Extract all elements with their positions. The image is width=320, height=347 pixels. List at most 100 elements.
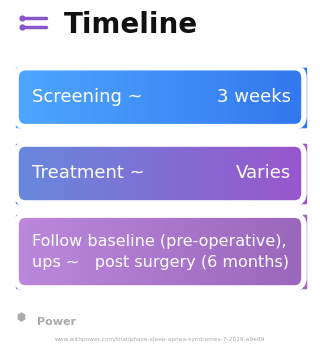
Bar: [194, 68, 196, 127]
Bar: [268, 68, 270, 127]
Bar: [197, 68, 199, 127]
Bar: [54, 68, 56, 127]
Bar: [184, 68, 186, 127]
Bar: [198, 144, 200, 203]
Bar: [99, 144, 100, 203]
Bar: [69, 215, 72, 288]
Bar: [162, 215, 164, 288]
Bar: [227, 144, 229, 203]
Bar: [171, 144, 173, 203]
Bar: [232, 68, 234, 127]
Bar: [281, 144, 283, 203]
Bar: [216, 144, 218, 203]
Bar: [193, 68, 195, 127]
Bar: [188, 144, 190, 203]
Bar: [22, 215, 24, 288]
Bar: [74, 68, 76, 127]
Bar: [260, 215, 263, 288]
Bar: [38, 215, 40, 288]
Bar: [93, 215, 95, 288]
Bar: [285, 215, 287, 288]
Bar: [219, 144, 221, 203]
Bar: [30, 215, 33, 288]
Bar: [175, 68, 177, 127]
Bar: [263, 215, 266, 288]
Bar: [197, 144, 199, 203]
Bar: [216, 68, 218, 127]
Bar: [229, 68, 231, 127]
Bar: [181, 68, 183, 127]
Bar: [136, 144, 138, 203]
Bar: [288, 215, 290, 288]
Bar: [229, 144, 231, 203]
Bar: [146, 144, 148, 203]
Bar: [169, 215, 172, 288]
Bar: [136, 68, 138, 127]
Bar: [94, 215, 96, 288]
Bar: [158, 68, 160, 127]
Bar: [152, 68, 154, 127]
Bar: [96, 215, 98, 288]
Bar: [135, 215, 137, 288]
Bar: [72, 144, 75, 203]
Bar: [48, 144, 50, 203]
Bar: [212, 215, 213, 288]
Bar: [42, 215, 44, 288]
Bar: [77, 215, 79, 288]
Text: Power: Power: [37, 317, 76, 327]
Bar: [120, 215, 122, 288]
Bar: [246, 215, 248, 288]
Bar: [74, 144, 76, 203]
Bar: [209, 68, 211, 127]
Bar: [164, 215, 166, 288]
Bar: [124, 144, 127, 203]
Bar: [148, 144, 150, 203]
Bar: [146, 68, 148, 127]
Bar: [197, 215, 199, 288]
Bar: [154, 215, 156, 288]
Bar: [246, 144, 248, 203]
Bar: [214, 68, 216, 127]
Bar: [138, 144, 140, 203]
Bar: [212, 144, 213, 203]
Bar: [142, 144, 144, 203]
Bar: [300, 215, 302, 288]
Bar: [20, 144, 22, 203]
Bar: [113, 68, 115, 127]
Bar: [272, 144, 274, 203]
Bar: [65, 215, 67, 288]
Text: Screening ~: Screening ~: [32, 88, 143, 106]
Bar: [36, 215, 38, 288]
Bar: [83, 215, 85, 288]
Bar: [220, 215, 222, 288]
Bar: [122, 144, 124, 203]
Bar: [44, 144, 45, 203]
Bar: [132, 144, 134, 203]
Bar: [236, 68, 238, 127]
Bar: [64, 215, 66, 288]
Bar: [19, 144, 21, 203]
Bar: [180, 68, 182, 127]
Bar: [28, 68, 30, 127]
Bar: [155, 144, 157, 203]
Bar: [67, 215, 69, 288]
Bar: [55, 215, 57, 288]
Bar: [290, 68, 292, 127]
Bar: [29, 215, 31, 288]
Bar: [154, 68, 156, 127]
Bar: [204, 215, 206, 288]
Bar: [68, 68, 70, 127]
Bar: [32, 68, 34, 127]
Bar: [97, 144, 99, 203]
Bar: [253, 215, 255, 288]
Bar: [276, 215, 279, 288]
Bar: [297, 144, 299, 203]
Bar: [185, 215, 188, 288]
Bar: [51, 68, 53, 127]
Bar: [119, 68, 121, 127]
Bar: [174, 215, 176, 288]
Bar: [285, 144, 287, 203]
Bar: [191, 144, 193, 203]
Bar: [275, 215, 277, 288]
Bar: [80, 144, 82, 203]
